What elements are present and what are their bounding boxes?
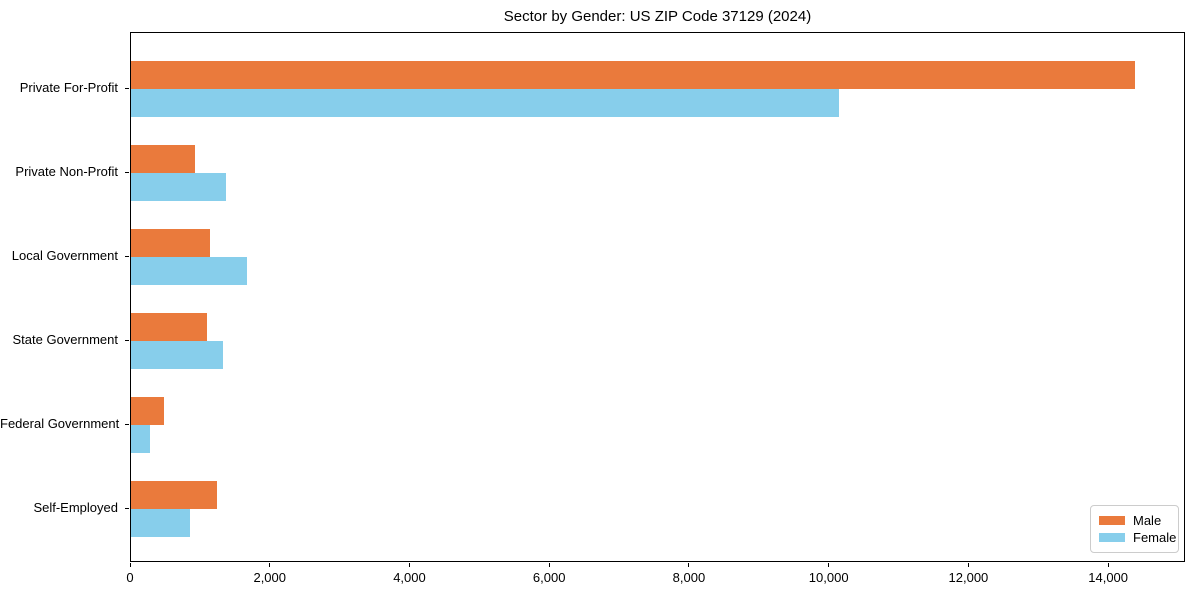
legend-swatch-female-icon — [1099, 533, 1125, 542]
x-tick-mark — [269, 563, 271, 567]
y-tick-mark — [125, 340, 129, 341]
legend: Male Female — [1090, 505, 1179, 553]
x-tick-mark — [129, 563, 131, 567]
x-tick-label: 14,000 — [1088, 570, 1129, 585]
legend-item-male: Male — [1099, 512, 1170, 529]
y-axis: Private For-Profit Private Non-Profit Loca… — [0, 32, 130, 562]
bar-female-federal-government — [131, 425, 150, 453]
x-tick-label: 0 — [126, 570, 134, 585]
x-tick-mark — [1107, 563, 1109, 567]
bar-female-self-employed — [131, 509, 190, 537]
y-axis-label-private-for-profit: Private For-Profit — [19, 80, 118, 95]
bar-female-private-for-profit — [131, 89, 839, 117]
x-tick-mark — [548, 563, 550, 567]
plot-area: Male Female — [130, 32, 1185, 562]
bar-male-self-employed — [131, 481, 217, 509]
bar-female-state-government — [131, 341, 224, 369]
y-axis-label-self-employed: Self-Employed — [33, 500, 118, 515]
legend-label-male: Male — [1133, 513, 1162, 528]
x-tick-label: 12,000 — [948, 570, 989, 585]
bar-male-local-government — [131, 229, 210, 257]
x-tick-mark — [828, 563, 830, 567]
bar-female-local-government — [131, 257, 247, 285]
y-tick-mark — [125, 424, 129, 425]
y-tick-mark — [125, 88, 129, 89]
x-tick-mark — [688, 563, 690, 567]
x-tick-mark — [967, 563, 969, 567]
legend-swatch-male-icon — [1099, 516, 1125, 525]
y-axis-label-local-government: Local Government — [11, 248, 118, 263]
chart-title: Sector by Gender: US ZIP Code 37129 (202… — [503, 8, 812, 25]
x-tick-label: 2,000 — [253, 570, 287, 585]
x-tick-label: 10,000 — [808, 570, 849, 585]
x-axis: 0 2,000 4,000 6,000 8,000 10,000 12,000 14,000 — [126, 563, 1185, 595]
bar-male-private-non-profit — [131, 145, 196, 173]
y-tick-mark — [125, 256, 129, 257]
x-tick-label: 6,000 — [532, 570, 566, 585]
y-axis-label-state-government: State Government — [12, 332, 119, 347]
bar-male-private-for-profit — [131, 61, 1136, 89]
x-tick-mark — [408, 563, 410, 567]
x-tick-label: 4,000 — [393, 570, 426, 585]
bar-male-state-government — [131, 313, 207, 341]
legend-item-female: Female — [1099, 529, 1176, 546]
y-tick-mark — [125, 508, 129, 509]
legend-label-female: Female — [1133, 530, 1177, 545]
x-tick-label: 8,000 — [672, 570, 706, 585]
y-tick-mark — [125, 172, 129, 173]
bar-male-federal-government — [131, 397, 164, 425]
y-axis-label-federal-government: Federal Government — [0, 416, 120, 431]
bar-female-private-non-profit — [131, 173, 226, 201]
y-axis-label-private-non-profit: Private Non-Profit — [15, 164, 118, 179]
